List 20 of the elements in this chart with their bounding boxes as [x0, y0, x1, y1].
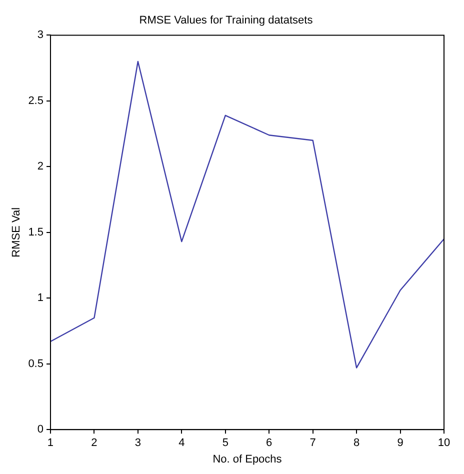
y-tick-label: 0 — [37, 424, 44, 436]
chart-title: RMSE Values for Training datatsets — [139, 14, 314, 27]
x-tick-label: 3 — [134, 437, 141, 450]
y-tick-label: 2.5 — [28, 94, 44, 107]
y-axis-title: RMSE Val — [10, 207, 23, 258]
y-tick-label: 2 — [37, 160, 44, 173]
y-tick-label: 0.5 — [28, 358, 44, 370]
y-tick-label: 3 — [37, 29, 44, 42]
y-tick-label: 1 — [37, 292, 44, 304]
x-tick-label: 9 — [397, 437, 404, 450]
x-tick-label: 1 — [47, 437, 54, 450]
x-tick-label: 5 — [222, 437, 228, 450]
x-tick-label: 6 — [266, 437, 272, 450]
x-axis-title: No. of Epochs — [212, 453, 282, 466]
y-tick-label: 1.5 — [28, 226, 44, 238]
x-tick-label: 2 — [91, 437, 98, 450]
x-tick-label: 4 — [178, 437, 185, 450]
x-tick-label: 7 — [310, 437, 316, 450]
x-tick-label: 8 — [353, 437, 360, 450]
x-tick-label: 10 — [438, 437, 450, 450]
